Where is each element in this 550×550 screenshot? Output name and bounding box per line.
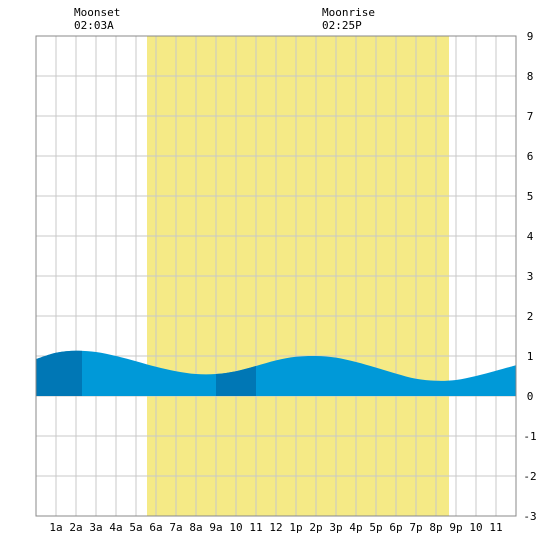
x-tick-label: 4p <box>349 521 362 534</box>
y-axis-labels: -3 -2 -1 0 1 2 3 4 5 6 7 8 9 <box>523 30 536 523</box>
plot-border <box>35 35 517 517</box>
x-tick-label: 11 <box>249 521 262 534</box>
x-tick-label: 1a <box>49 521 62 534</box>
y-tick-label: 2 <box>527 310 534 323</box>
moonrise-label: Moonrise <box>322 6 375 19</box>
x-tick-label: 7a <box>169 521 182 534</box>
x-tick-label: 10 <box>469 521 482 534</box>
x-tick-label: 3a <box>89 521 102 534</box>
x-tick-label: 9p <box>449 521 462 534</box>
x-tick-label: 1p <box>289 521 302 534</box>
y-tick-label: 9 <box>527 30 534 43</box>
y-tick-label: 6 <box>527 150 534 163</box>
x-tick-label: 2p <box>309 521 322 534</box>
x-tick-label: 4a <box>109 521 122 534</box>
y-tick-label: 8 <box>527 70 534 83</box>
x-tick-label: 3p <box>329 521 342 534</box>
y-tick-label: -1 <box>523 430 536 443</box>
horizontal-gridlines <box>36 75 516 477</box>
x-tick-label: 5p <box>369 521 382 534</box>
x-tick-label: 11 <box>489 521 502 534</box>
y-tick-label: 7 <box>527 110 534 123</box>
dark-band <box>36 350 82 396</box>
y-tick-label: 0 <box>527 390 534 403</box>
x-tick-label: 6a <box>149 521 162 534</box>
moonset-label: Moonset <box>74 6 120 19</box>
y-tick-label: -3 <box>523 510 536 523</box>
y-tick-label: 1 <box>527 350 534 363</box>
x-tick-label: 9a <box>209 521 222 534</box>
x-tick-label: 5a <box>129 521 142 534</box>
moonset-time: 02:03A <box>74 19 114 32</box>
x-tick-label: 7p <box>409 521 422 534</box>
x-tick-label: 8p <box>429 521 442 534</box>
y-tick-label: 3 <box>527 270 534 283</box>
x-axis-labels: 1a 2a 3a 4a 5a 6a 7a 8a 9a 10 11 12 1p 2p 3p 4p 5p 6p 7p 8p… <box>49 521 502 534</box>
x-tick-label: 12 <box>269 521 282 534</box>
x-tick-label: 10 <box>229 521 242 534</box>
y-tick-label: -2 <box>523 470 536 483</box>
moonrise-time: 02:25P <box>322 19 362 32</box>
x-tick-label: 2a <box>69 521 82 534</box>
x-tick-label: 8a <box>189 521 202 534</box>
tide-area <box>36 350 516 396</box>
y-tick-label: 4 <box>527 230 534 243</box>
y-tick-label: 5 <box>527 190 534 203</box>
x-tick-label: 6p <box>389 521 402 534</box>
